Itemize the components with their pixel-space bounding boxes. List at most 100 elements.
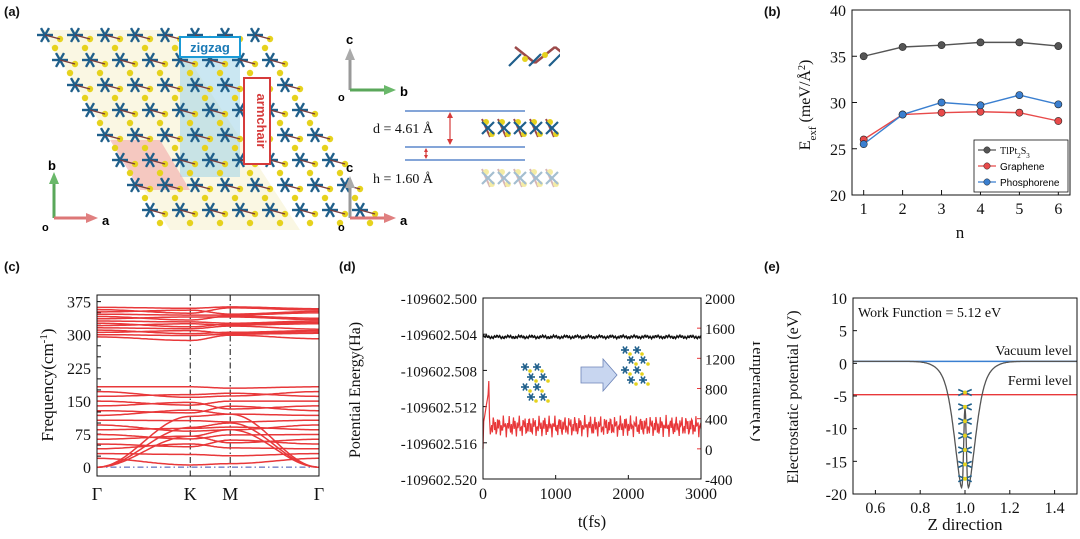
panel-d: (d) 0 1000 2000 3000 -109602.500 -109602.504 -… <box>339 259 760 531</box>
side-bond <box>497 168 507 188</box>
side-pt <box>545 171 559 185</box>
y-tick-label: 0 <box>83 460 91 477</box>
bond <box>164 84 181 90</box>
side-pt <box>497 121 511 135</box>
inset-atom <box>640 376 646 384</box>
s-atom <box>216 69 224 77</box>
bond <box>224 84 241 90</box>
side-s-atom <box>483 169 489 175</box>
side-view-structure <box>481 46 560 188</box>
s-atom <box>261 44 269 52</box>
bond <box>209 159 226 165</box>
y-tick-label-right: 0 <box>705 443 713 459</box>
inset-atom <box>634 346 640 354</box>
axis-c-label: c <box>346 32 353 47</box>
s-atom <box>306 119 314 127</box>
data-point <box>1015 38 1024 47</box>
phonon-band <box>97 392 319 398</box>
y-tick-label: 375 <box>67 295 91 312</box>
inset-s-atom <box>634 362 638 366</box>
side-s-atom <box>547 169 553 175</box>
s-atom <box>171 44 179 52</box>
y-tick-label-right: 1600 <box>705 322 735 338</box>
side-s-atom <box>537 181 543 187</box>
legend-marker <box>983 178 991 186</box>
bond <box>179 159 196 165</box>
phonon-band <box>97 306 319 310</box>
bond <box>314 184 331 190</box>
plot-e-xlabel: Z direction <box>927 515 1003 534</box>
bond <box>194 184 211 190</box>
inset-s-atom <box>546 379 550 383</box>
phonon-band <box>97 321 319 328</box>
y-tick-label: 10 <box>831 291 847 308</box>
bond <box>209 109 226 115</box>
plot-c: 0 75 150 225 300 375 Γ K M Γ <box>67 295 324 504</box>
inset-atom <box>528 373 534 381</box>
axis-b-label: b <box>48 158 56 173</box>
legend-label-graphene: Graphene <box>1000 162 1045 173</box>
side-pt <box>529 121 543 135</box>
inset-atom <box>622 346 628 354</box>
bond <box>134 184 151 190</box>
phonon-band <box>97 307 319 314</box>
bond <box>239 59 256 65</box>
s-atom <box>111 144 119 152</box>
s-atom <box>336 219 344 227</box>
inset-atom <box>628 356 634 364</box>
phonon-band <box>96 413 320 468</box>
phonon-band <box>97 334 319 342</box>
panel-a-label: (a) <box>4 4 20 19</box>
bond <box>239 209 256 215</box>
side-pt <box>481 171 495 185</box>
bond <box>209 59 226 65</box>
data-point <box>1054 42 1063 50</box>
s-atom <box>276 119 284 127</box>
inset-atom <box>522 363 528 371</box>
plot-d-frame <box>482 297 702 480</box>
axis-a-label-2: a <box>400 213 408 228</box>
phonon-band <box>97 439 319 448</box>
inset-atom <box>622 366 628 374</box>
plot-b-axes: 1 2 3 4 5 6 20 25 30 35 40 <box>830 3 1062 218</box>
side-s-atom <box>553 181 559 187</box>
s-atom <box>291 144 299 152</box>
s-atom <box>186 69 194 77</box>
s-atom <box>306 169 314 177</box>
panel-b-label: (b) <box>764 4 781 19</box>
phonon-band <box>97 452 319 457</box>
s-atom <box>156 219 164 227</box>
data-point <box>1054 117 1063 125</box>
bond <box>284 134 301 140</box>
interlayer-annotation: d = 4.61 Å h = 1.60 Å <box>373 110 525 187</box>
bond <box>134 84 151 90</box>
x-tick-label: 1 <box>860 201 868 218</box>
series-line <box>863 94 1059 145</box>
structure-s-atom <box>963 419 967 424</box>
y-tick-label: 20 <box>830 188 846 205</box>
bond <box>329 159 346 165</box>
panel-c-label: (c) <box>4 259 20 274</box>
armchair-label: armchair <box>254 94 269 149</box>
y-tick-label: -10 <box>826 422 847 439</box>
plot-c-frame <box>96 294 320 477</box>
y-tick-label-right: 1200 <box>705 352 735 368</box>
x-tick-label: Γ <box>92 484 102 504</box>
panel-e-label: (e) <box>764 259 780 274</box>
side-layer <box>481 118 559 138</box>
inset-atom <box>540 373 546 381</box>
bond <box>209 209 226 215</box>
x-tick-label: M <box>222 484 238 504</box>
phonon-band <box>97 329 319 335</box>
s-atom <box>186 169 194 177</box>
y-tick-label-left: -109602.512 <box>401 401 477 417</box>
side-bond <box>554 46 560 53</box>
bond <box>179 59 196 65</box>
bond <box>74 84 91 90</box>
bond <box>299 109 316 115</box>
lattice-top-view <box>37 27 379 230</box>
phonon-band <box>97 424 319 432</box>
axes-cb: c o b <box>338 32 408 104</box>
axis-c-label-2: c <box>346 160 353 175</box>
arrow-icon <box>580 357 618 393</box>
